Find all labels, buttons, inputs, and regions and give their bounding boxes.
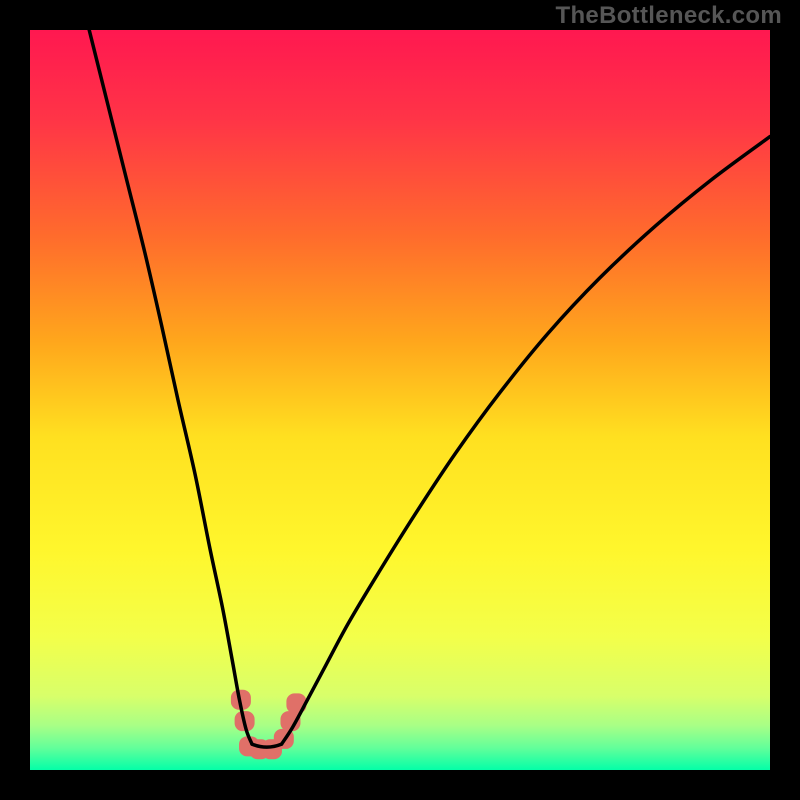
curve-right: [282, 137, 770, 745]
curve-layer: [30, 30, 770, 770]
plot-area: [30, 30, 770, 770]
chart-root: TheBottleneck.com: [0, 0, 800, 800]
curve-left: [89, 30, 252, 744]
